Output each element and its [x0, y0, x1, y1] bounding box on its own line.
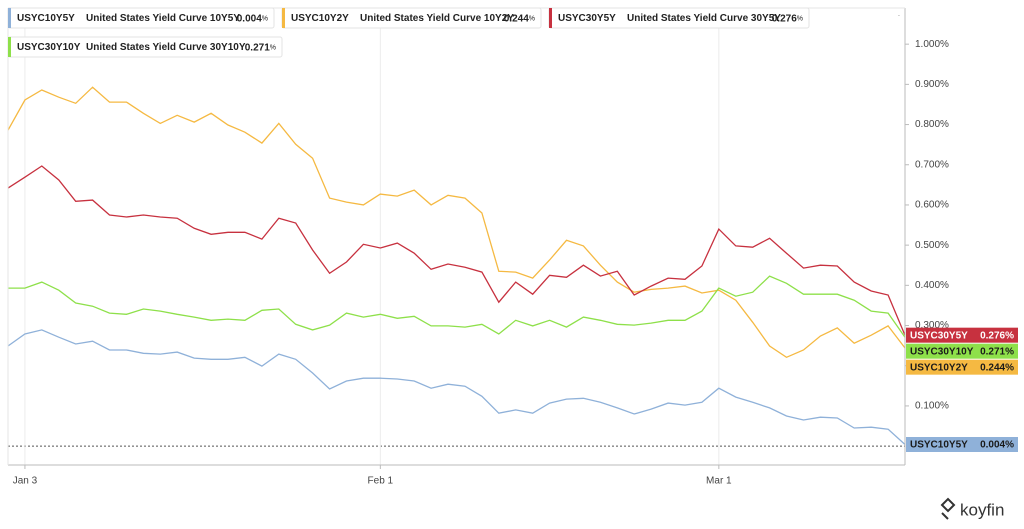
brand-name: koyfin	[960, 500, 1004, 519]
y-tick-label: 0.700%	[915, 159, 949, 170]
y-tick-label: 1.000%	[915, 39, 949, 50]
y-tick-label: 0.500%	[915, 240, 949, 251]
legend-item[interactable]: USYC30Y5Y United States Yield Curve 30Y5Y…	[548, 7, 810, 29]
legend-name: USYC10Y2Y	[291, 13, 349, 24]
value-tag-name: USYC30Y5Y	[910, 330, 968, 341]
value-tag-name: USYC10Y2Y	[910, 362, 968, 373]
legend: USYC10Y5Y United States Yield Curve 10Y5Y…	[7, 7, 901, 58]
series-line	[7, 329, 906, 445]
legend-name: USYC30Y5Y	[558, 13, 616, 24]
legend-menu: ·	[898, 11, 901, 20]
value-tag: USYC30Y10Y 0.271%	[906, 343, 1018, 359]
value-tag-name: USYC10Y5Y	[910, 440, 968, 451]
legend-description: United States Yield Curve 10Y2Y	[360, 13, 514, 24]
legend-name: USYC10Y5Y	[17, 13, 75, 24]
brand-icon	[940, 497, 956, 520]
series-line	[7, 86, 906, 359]
y-tick-label: 0.100%	[915, 401, 949, 412]
value-tag: USYC10Y2Y 0.244%	[906, 359, 1018, 375]
series-line	[8, 275, 906, 338]
x-tick-label: Feb 1	[368, 476, 394, 487]
value-tag-box	[906, 343, 1018, 359]
value-tag-value: 0.271%	[980, 346, 1014, 357]
value-tag-box	[906, 359, 1018, 375]
legend-item[interactable]: USYC30Y10Y United States Yield Curve 30Y1…	[7, 36, 283, 58]
y-tick-label: 0.300%	[915, 320, 949, 331]
legend-swatch	[8, 8, 11, 28]
x-tick-label: Jan 3	[13, 476, 38, 487]
legend-swatch	[8, 37, 11, 57]
legend-description: United States Yield Curve 30Y10Y	[86, 42, 246, 53]
y-tick-label: 0.600%	[915, 200, 949, 211]
legend-value: 0.271%	[245, 42, 276, 53]
legend-swatch	[549, 8, 552, 28]
value-tag-value: 0.276%	[980, 330, 1014, 341]
plot	[7, 86, 906, 445]
value-tag-box	[906, 437, 1018, 453]
y-tick-label: 0.800%	[915, 119, 949, 130]
value-tag-box	[906, 327, 1018, 343]
series-line	[7, 165, 906, 336]
x-tick-label: Mar 1	[706, 476, 732, 487]
legend-item[interactable]: USYC10Y5Y United States Yield Curve 10Y5Y…	[7, 7, 275, 29]
legend-item[interactable]: USYC10Y2Y United States Yield Curve 10Y2Y…	[281, 7, 542, 29]
value-tag-name: USYC30Y10Y	[910, 346, 974, 357]
y-tick-label: 0.900%	[915, 79, 949, 90]
legend-description: United States Yield Curve 30Y5Y	[627, 13, 781, 24]
brand: koyfin	[940, 497, 1004, 520]
value-tag: USYC30Y5Y 0.276%	[906, 327, 1018, 343]
legend-description: United States Yield Curve 10Y5Y	[86, 13, 240, 24]
value-tag-value: 0.244%	[980, 362, 1014, 373]
value-tag-value: 0.004%	[980, 440, 1014, 451]
legend-value: 0.004%	[237, 13, 268, 24]
legend-value: 0.276%	[772, 13, 803, 24]
value-tag: USYC10Y5Y 0.004%	[906, 437, 1018, 453]
legend-value: 0.244%	[504, 13, 535, 24]
y-tick-label: 0.400%	[915, 280, 949, 291]
legend-name: USYC30Y10Y	[17, 42, 81, 53]
legend-swatch	[282, 8, 285, 28]
